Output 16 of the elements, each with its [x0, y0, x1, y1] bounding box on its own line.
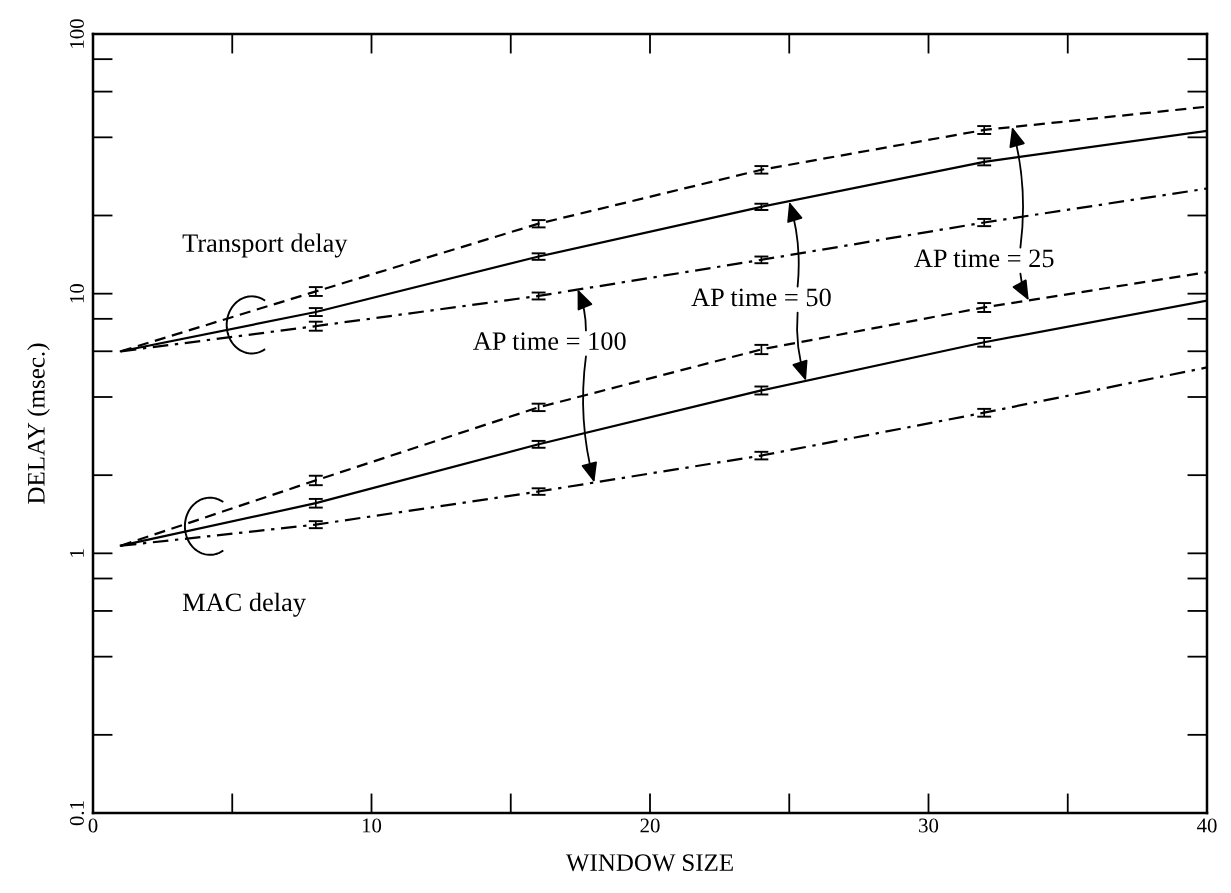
annotation: AP time = 50: [691, 288, 831, 307]
x-tick-label: 0: [88, 818, 98, 833]
y-tick-label: 100: [69, 19, 84, 48]
y-tick-label: 1: [69, 549, 84, 557]
x-tick-label: 10: [362, 818, 382, 833]
y-axis-title: DELAY (msec.): [27, 343, 50, 504]
x-tick-label: 30: [919, 818, 939, 833]
x-tick-label: 20: [640, 818, 660, 833]
y-tick-label: 10: [69, 284, 84, 303]
y-tick-label: 0.1: [69, 801, 84, 826]
annotation: Transport delay: [182, 233, 348, 258]
x-tick-label: 40: [1196, 818, 1217, 833]
annotation: AP time = 25: [914, 249, 1054, 268]
annotation: MAC delay: [182, 592, 306, 617]
annotation: AP time = 100: [473, 332, 626, 351]
x-axis-title: WINDOW SIZE: [565, 854, 733, 872]
